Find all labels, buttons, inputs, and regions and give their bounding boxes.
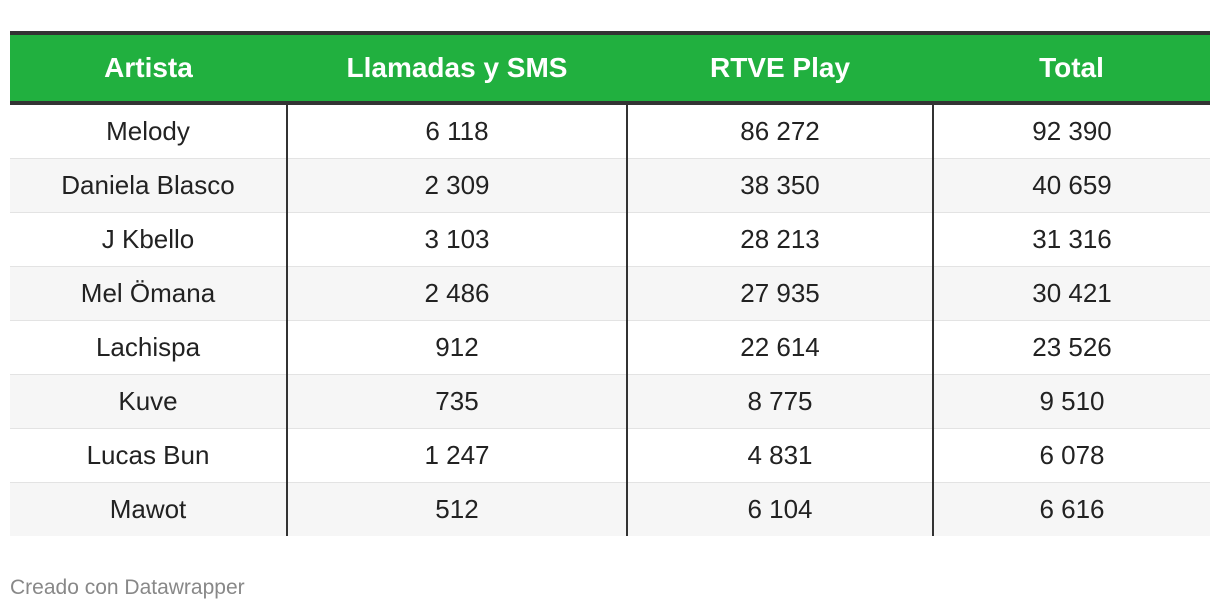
total-cell: 92 390 [933,103,1210,159]
artist-cell: Mawot [10,482,288,536]
table-row: Daniela Blasco 2 309 38 350 40 659 [10,158,1210,213]
total-cell: 40 659 [933,158,1210,213]
column-header-total: Total [1039,52,1104,83]
table-row: J Kbello 3 103 28 213 31 316 [10,212,1210,267]
rtve-play-cell: 86 272 [627,103,934,159]
rtve-play-cell: 8 775 [627,374,934,429]
rtve-play-cell: 22 614 [627,320,934,375]
total-cell: 30 421 [933,266,1210,321]
datawrapper-credit: Creado con Datawrapper [10,576,245,599]
rtve-play-cell: 38 350 [627,158,934,213]
rtve-play-cell: 28 213 [627,212,934,267]
calls-sms-cell: 3 103 [287,212,628,267]
column-header-llamadas-sms: Llamadas y SMS [346,52,568,83]
table-header-row: Artista Llamadas y SMS RTVE Play Total [10,33,1210,103]
results-table: Artista Llamadas y SMS RTVE Play Total M… [10,31,1210,536]
rtve-play-cell: 4 831 [627,428,934,483]
calls-sms-cell: 912 [287,320,628,375]
total-cell: 9 510 [933,374,1210,429]
rtve-play-cell: 27 935 [627,266,934,321]
column-header-artista: Artista [104,52,193,83]
table-body: Melody 6 118 86 272 92 390 Daniela Blasc… [10,103,1210,536]
artist-cell: Daniela Blasco [10,158,288,213]
total-cell: 6 078 [933,428,1210,483]
rtve-play-cell: 6 104 [627,482,934,536]
table-row: Mel Ömana 2 486 27 935 30 421 [10,266,1210,321]
calls-sms-cell: 735 [287,374,628,429]
calls-sms-cell: 512 [287,482,628,536]
calls-sms-cell: 1 247 [287,428,628,483]
total-cell: 23 526 [933,320,1210,375]
table-row: Lucas Bun 1 247 4 831 6 078 [10,428,1210,483]
total-cell: 6 616 [933,482,1210,536]
calls-sms-cell: 2 486 [287,266,628,321]
calls-sms-cell: 2 309 [287,158,628,213]
artist-cell: Kuve [10,374,288,429]
artist-cell: Lachispa [10,320,288,375]
artist-cell: Lucas Bun [10,428,288,483]
column-header-rtve-play: RTVE Play [709,52,851,83]
artist-cell: Mel Ömana [10,266,288,321]
artist-cell: Melody [10,103,288,159]
total-cell: 31 316 [933,212,1210,267]
table-row: Mawot 512 6 104 6 616 [10,482,1210,536]
artist-cell: J Kbello [10,212,288,267]
calls-sms-cell: 6 118 [287,103,628,159]
results-table-container: Artista Llamadas y SMS RTVE Play Total M… [10,31,1210,536]
table-row: Lachispa 912 22 614 23 526 [10,320,1210,375]
table-row: Kuve 735 8 775 9 510 [10,374,1210,429]
table-row: Melody 6 118 86 272 92 390 [10,103,1210,159]
